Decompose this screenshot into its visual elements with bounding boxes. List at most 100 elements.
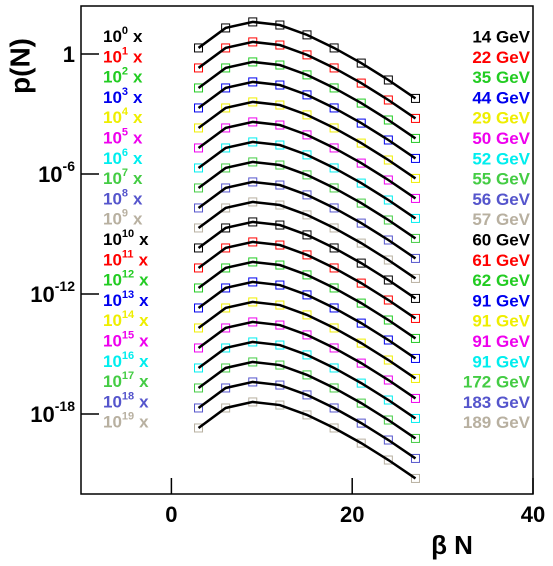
legend-scale-suffix: x [139, 312, 149, 331]
fit-curve [197, 120, 417, 200]
legend-entry: 29 GeV [472, 109, 530, 128]
data-point [329, 63, 339, 73]
legend-scale: 1014 x [103, 309, 149, 331]
legend-scale-base: 10 [103, 393, 122, 412]
legend-scale-exponent: 3 [122, 86, 128, 98]
fit-curve [197, 260, 417, 340]
legend-scale-suffix: x [139, 373, 149, 392]
legend-scale-base: 10 [103, 271, 122, 290]
legend-scale-suffix: x [133, 170, 143, 189]
data-point [194, 343, 204, 353]
fit-curve [197, 100, 417, 180]
series [194, 177, 420, 263]
data-point [383, 275, 393, 285]
data-point [329, 243, 339, 253]
data-point [194, 363, 204, 373]
data-point [329, 43, 339, 53]
data-point [410, 173, 420, 183]
legend-scale-exponent: 15 [122, 329, 134, 341]
legend-scale-suffix: x [139, 271, 149, 290]
data-point [194, 183, 204, 193]
series [194, 17, 420, 103]
data-point [302, 330, 312, 340]
fit-curve [197, 160, 417, 240]
legend-scale: 1015 x [103, 329, 149, 351]
legend-scale-exponent: 14 [122, 309, 135, 321]
data-point [356, 218, 366, 228]
data-point [302, 70, 312, 80]
fit-curve [197, 240, 417, 320]
legend-scale-exponent: 8 [122, 187, 128, 199]
legend-scale-base: 10 [103, 413, 122, 432]
data-point [410, 333, 420, 343]
fit-curve [197, 200, 417, 280]
data-point [302, 210, 312, 220]
data-point [329, 383, 339, 393]
data-point [302, 270, 312, 280]
data-point [410, 193, 420, 203]
fit-curve [197, 60, 417, 140]
data-point [383, 335, 393, 345]
data-point [329, 143, 339, 153]
y-tick-exponent: -12 [55, 278, 75, 294]
legend-entry: 35 GeV [472, 68, 530, 87]
legend-entry: 55 GeV [472, 170, 530, 189]
fit-curve [197, 140, 417, 220]
data-point [356, 318, 366, 328]
data-point [410, 473, 420, 483]
data-point [194, 243, 204, 253]
legend-scale-exponent: 13 [122, 289, 134, 301]
legend-scale-base: 10 [103, 68, 122, 87]
plot-frame [80, 5, 534, 495]
legend-scale-suffix: x [139, 332, 149, 351]
legend-scale: 108 x [103, 187, 143, 209]
legend-scale-base: 10 [103, 251, 122, 270]
legend-scale-base: 10 [103, 48, 122, 67]
legend-scale: 105 x [103, 126, 143, 148]
data-point [329, 83, 339, 93]
data-point [194, 403, 204, 413]
data-point [383, 175, 393, 185]
data-point [383, 75, 393, 85]
y-tick-exponent: -18 [55, 398, 75, 414]
legend-scale-suffix: x [139, 352, 149, 371]
data-point [302, 350, 312, 360]
fit-curve [197, 400, 417, 480]
data-point [194, 123, 204, 133]
data-point [329, 263, 339, 273]
fit-curve [197, 280, 417, 360]
legend-scale-exponent: 11 [122, 248, 134, 260]
legend-scale: 109 x [103, 208, 143, 230]
data-point [329, 223, 339, 233]
legend-entry: 14 GeV [472, 27, 530, 46]
legend-scale-base: 10 [103, 230, 122, 249]
data-point [410, 293, 420, 303]
data-point [410, 273, 420, 283]
y-tick-base: 10 [38, 162, 62, 187]
data-point [356, 418, 366, 428]
y-tick-base: 1 [63, 42, 75, 67]
data-point [329, 283, 339, 293]
legend-scale-base: 10 [103, 129, 122, 148]
data-point [383, 195, 393, 205]
data-point [410, 413, 420, 423]
fit-curve [197, 40, 417, 120]
y-tick-exponent: -6 [63, 158, 76, 174]
data-point [194, 203, 204, 213]
data-point [356, 258, 366, 268]
data-point [383, 355, 393, 365]
data-point [194, 83, 204, 93]
data-point [383, 115, 393, 125]
data-point [356, 58, 366, 68]
data-point [410, 253, 420, 263]
series [194, 357, 420, 443]
legend-entry: 22 GeV [472, 48, 530, 67]
legend-scale-suffix: x [133, 149, 143, 168]
legend-entry: 91 GeV [472, 291, 530, 310]
data-point [356, 98, 366, 108]
data-point [356, 198, 366, 208]
data-point [383, 255, 393, 265]
data-point [383, 295, 393, 305]
legend-scale: 103 x [103, 86, 143, 108]
